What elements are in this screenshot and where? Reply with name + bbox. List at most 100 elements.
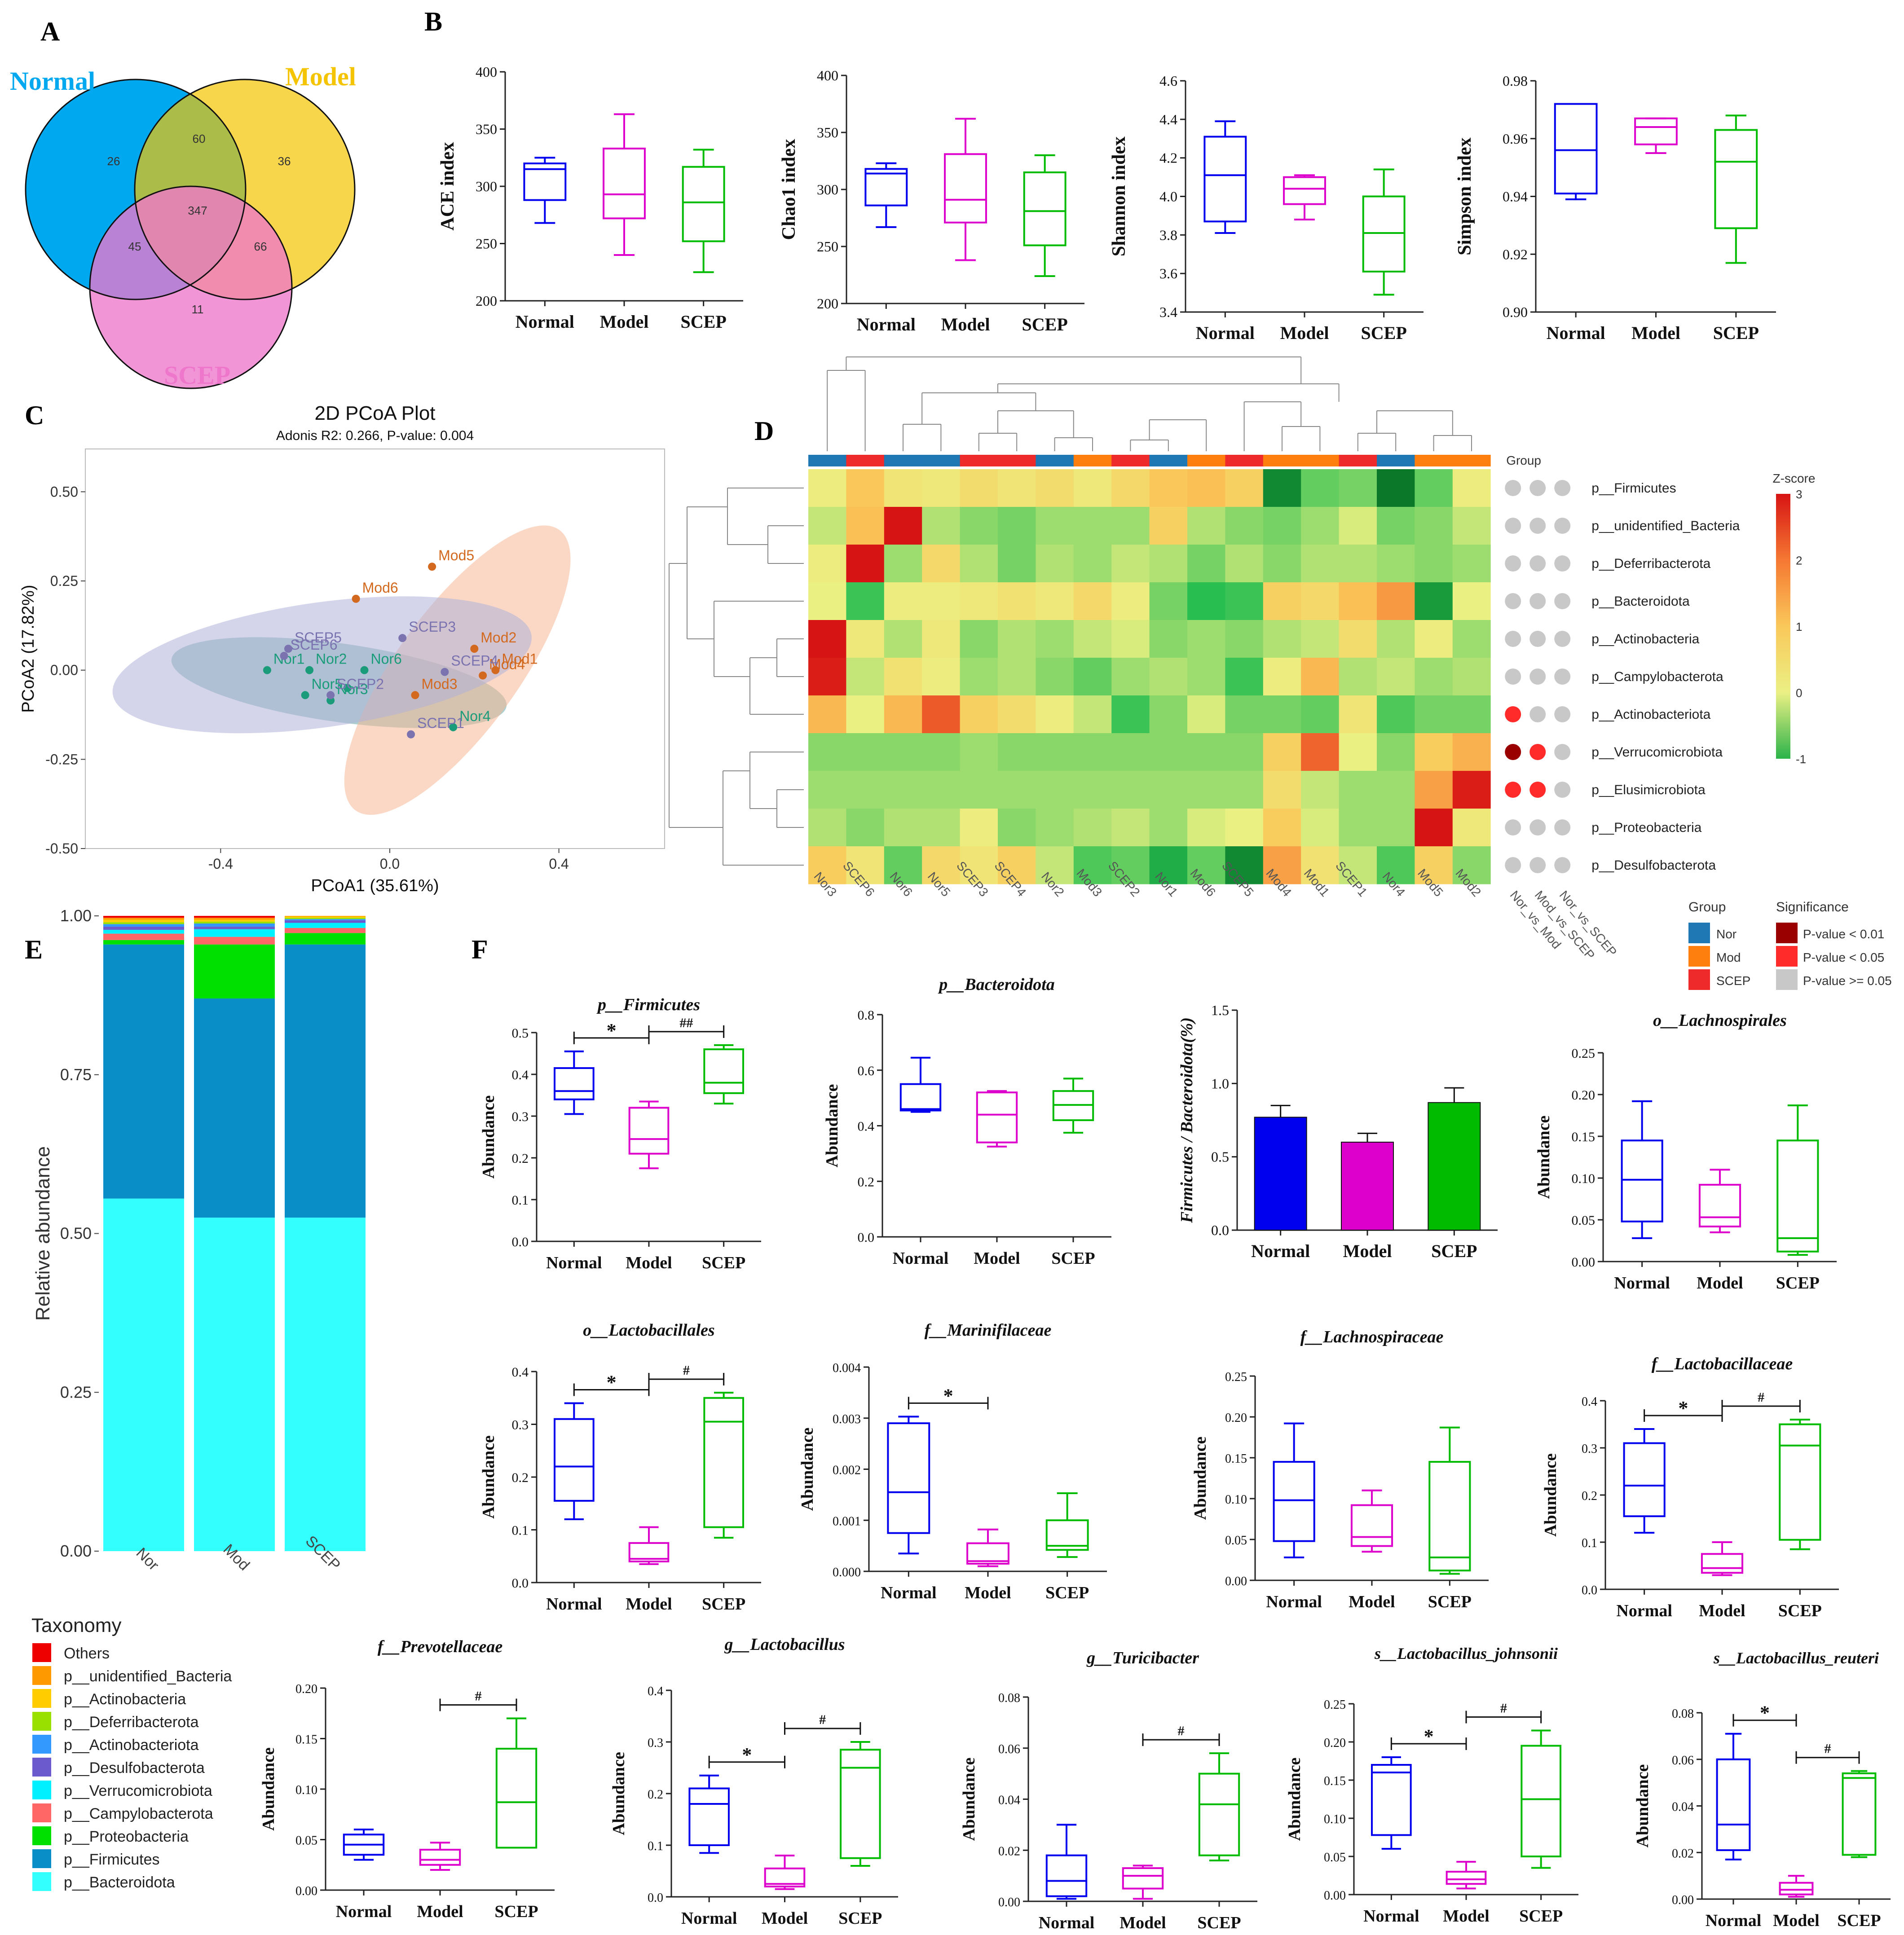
x-tick-label: SCEP xyxy=(702,1253,745,1272)
legend-group-swatch xyxy=(1688,923,1710,943)
heatmap-cell xyxy=(808,507,846,545)
sig-label: * xyxy=(1424,1725,1434,1747)
venn-count-all: 347 xyxy=(188,204,207,217)
venn-count-model-only: 36 xyxy=(278,154,291,168)
x-tick-label: Model xyxy=(1699,1601,1745,1620)
legend-swatch xyxy=(32,1735,51,1754)
heatmap-cell xyxy=(846,658,885,696)
box-model xyxy=(944,118,987,261)
pcoa-point xyxy=(411,691,419,699)
group-bar-cell xyxy=(998,455,1036,466)
heatmap-cell xyxy=(808,695,846,734)
box-iqr xyxy=(703,1397,745,1528)
x-tick-label: SCEP xyxy=(681,312,727,332)
x-tick-label: Normal xyxy=(1616,1601,1672,1620)
sig-label: # xyxy=(1178,1724,1185,1738)
pcoa-point xyxy=(263,666,271,674)
venn-diagram: Normal Model SCEP 26 60 36 347 45 66 11 xyxy=(10,62,356,390)
y-axis-label: ACE index xyxy=(437,142,458,230)
y-axis-label: Abundance xyxy=(1541,1453,1560,1537)
heatmap-cell xyxy=(1452,507,1491,545)
legend-group-label: SCEP xyxy=(1716,974,1750,988)
sig-label: # xyxy=(475,1689,482,1704)
legend-label: p__Deferribacterota xyxy=(64,1714,199,1731)
box-chart-l_reuteri: 0.00 0.02 0.04 0.06 0.08 Abundance s__Lactobac… xyxy=(1633,1649,1891,1930)
legend-label: p__Bacteroidota xyxy=(64,1874,175,1891)
x-tick-label: Model xyxy=(1349,1592,1395,1611)
x-tick-label: -0.4 xyxy=(208,856,233,872)
heatmap-cell xyxy=(1187,582,1225,620)
stack-segment xyxy=(285,916,366,918)
x-tick-label: Normal xyxy=(546,1253,602,1272)
y-tick-label: 4.6 xyxy=(1159,73,1177,89)
heatmap-row-label: p__Elusimicrobiota xyxy=(1591,783,1706,797)
x-tick-label: 0.0 xyxy=(380,856,400,872)
legend-swatch xyxy=(32,1849,51,1868)
heatmap-cell xyxy=(1339,771,1377,809)
x-tick-label: Normal xyxy=(1039,1913,1095,1932)
y-tick-label: 1.5 xyxy=(1211,1002,1229,1018)
pcoa-point xyxy=(491,666,500,674)
y-tick-label: 0.0 xyxy=(858,1230,875,1245)
heatmap-cell xyxy=(998,658,1036,696)
group-bar-cell xyxy=(1263,455,1301,466)
group-bar-cell xyxy=(1073,455,1112,466)
y-tick-label: 0.00 xyxy=(50,662,78,678)
legend-swatch xyxy=(32,1758,51,1777)
heatmap-cell xyxy=(846,695,885,734)
sig-dot xyxy=(1554,706,1571,722)
stack-segment xyxy=(285,1218,366,1551)
y-tick-label: 0.2 xyxy=(858,1174,875,1189)
heatmap-cell xyxy=(1339,695,1377,734)
box-scep xyxy=(703,1044,745,1105)
sig-dot xyxy=(1554,782,1571,798)
x-tick-label: Model xyxy=(1280,323,1329,343)
legend-label: p__Campylobacterota xyxy=(64,1805,213,1822)
box-model xyxy=(976,1090,1018,1148)
group-bar-cell xyxy=(1301,455,1340,466)
panel-letter-e: E xyxy=(25,935,43,964)
panel-letter-a: A xyxy=(40,17,60,46)
sig-dot xyxy=(1505,706,1521,722)
box-iqr xyxy=(523,163,567,201)
heatmap-cell xyxy=(1111,695,1150,734)
legend-sig-swatch xyxy=(1776,969,1798,990)
x-tick-label: SCEP xyxy=(1361,323,1407,343)
heatmap-cell xyxy=(922,545,961,583)
heatmap-cell xyxy=(1377,695,1415,734)
y-tick-label: 0.5 xyxy=(1211,1149,1229,1165)
heatmap-cell xyxy=(960,545,998,583)
heatmap-cell xyxy=(1415,733,1453,771)
pcoa-point-label: Nor6 xyxy=(370,651,401,667)
colorbar xyxy=(1776,494,1790,759)
heatmap-cell xyxy=(922,846,961,884)
panel-letter-b: B xyxy=(424,7,442,36)
legend-group-label: Mod xyxy=(1716,950,1741,964)
stack-segment xyxy=(194,1218,275,1551)
box-normal xyxy=(1716,1733,1751,1860)
heatmap-cell xyxy=(1263,582,1301,620)
heatmap-cell xyxy=(960,771,998,809)
heatmap-cell xyxy=(1301,695,1340,734)
pcoa-point-label: SCEP2 xyxy=(337,676,384,692)
heatmap-cell xyxy=(1187,846,1225,884)
stack-segment xyxy=(103,944,184,1199)
box-iqr xyxy=(688,1787,730,1846)
heatmap-cell xyxy=(1073,733,1112,771)
sig-label: * xyxy=(1678,1397,1688,1419)
box-iqr xyxy=(1714,129,1758,229)
heatmap-cell xyxy=(1377,846,1415,884)
pcoa-point xyxy=(301,691,309,699)
legend-label: p__Verrucomicrobiota xyxy=(64,1782,212,1799)
colorbar-tick-label: 1 xyxy=(1796,620,1802,633)
pcoa-point-label: SCEP6 xyxy=(291,637,338,653)
group-bar-cell xyxy=(1452,455,1491,466)
y-tick-label: 0.20 xyxy=(1225,1411,1247,1425)
chart-title: s__Lactobacillus_reuteri xyxy=(1713,1649,1879,1667)
box-scep xyxy=(1198,1752,1240,1861)
sig-dot xyxy=(1554,631,1571,647)
legend-sig-title: Significance xyxy=(1776,900,1849,915)
pcoa-point-label: Mod5 xyxy=(438,547,474,563)
